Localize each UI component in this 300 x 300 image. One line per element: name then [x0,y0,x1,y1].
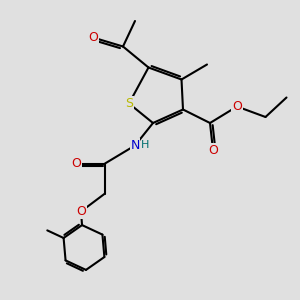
Text: O: O [72,157,81,170]
Text: O: O [208,143,218,157]
Text: N: N [130,139,140,152]
Text: O: O [232,100,242,113]
Text: O: O [76,205,86,218]
Text: O: O [88,31,98,44]
Text: H: H [141,140,150,151]
Text: S: S [125,97,133,110]
